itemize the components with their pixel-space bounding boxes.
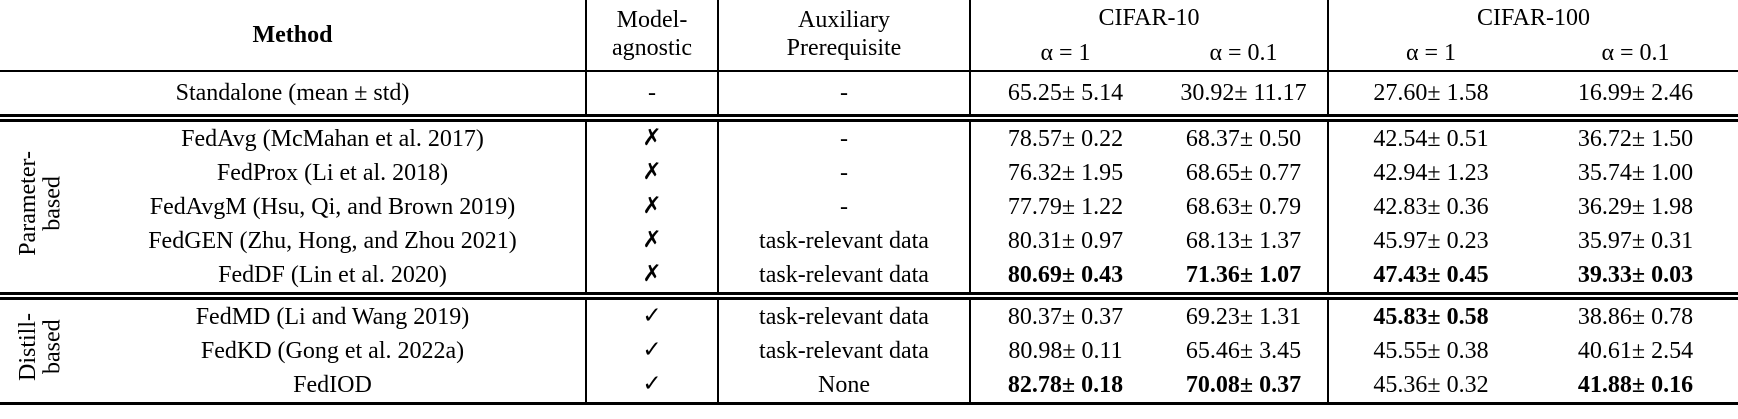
method-cell: FedGEN (Zhu, Hong, and Zhou 2021) [80, 224, 587, 258]
auxiliary-cell: - [718, 156, 971, 190]
value-cell: 78.57± 0.22 [1007, 125, 1124, 152]
model-agnostic-cell: ✗ [586, 190, 719, 224]
value-cell: 68.37± 0.50 [1160, 118, 1329, 156]
value-cell: 80.98± 0.11 [1008, 337, 1123, 364]
auxiliary-cell: task-relevant data [718, 334, 971, 368]
value-cell: 16.99± 2.46 [1533, 71, 1738, 122]
value-cell: 30.92± 11.17 [1160, 71, 1329, 122]
value-cell: 41.88± 0.16 [1533, 368, 1738, 405]
auxiliary-cell: task-relevant data [718, 296, 971, 334]
value-cell: 70.08± 0.37 [1160, 368, 1329, 405]
header-cifar100-alpha1: α = 1 [1328, 36, 1533, 72]
value-cell: 80.69± 0.43 [970, 258, 1160, 300]
model-agnostic-cell: ✗ [586, 258, 719, 300]
group-label-parameter-based: Parameter- based [0, 118, 80, 300]
group-label-distill-based: Distill- based [0, 296, 80, 405]
auxiliary-cell: - [718, 190, 971, 224]
header-cifar10-alpha01: α = 0.1 [1160, 36, 1329, 72]
table-row: FedProx (Li et al. 2018) ✗ - 76.32± 1.95… [0, 156, 1738, 190]
value-cell: 45.36± 0.32 [1328, 368, 1533, 405]
method-cell: FedMD (Li and Wang 2019) [80, 296, 587, 334]
auxiliary-cell: task-relevant data [718, 224, 971, 258]
value-cell: 38.86± 0.78 [1577, 303, 1694, 330]
value-cell: 45.55± 0.38 [1373, 337, 1489, 364]
value-cell: 71.36± 1.07 [1160, 258, 1329, 300]
method-cell: Standalone (mean ± std) [0, 71, 587, 122]
value-cell: 80.31± 0.97 [1007, 227, 1124, 254]
value-cell: 36.72± 1.50 [1577, 125, 1694, 152]
value-cell: 47.43± 0.45 [1328, 258, 1533, 300]
header-row-2: α = 1 α = 0.1 α = 1 α = 0.1 [0, 36, 1738, 72]
table-row: FedAvgM (Hsu, Qi, and Brown 2019) ✗ - 77… [0, 190, 1738, 224]
table-row: FedIOD ✓ None 82.78± 0.18 70.08± 0.37 45… [0, 368, 1738, 405]
group-label-text: Parameter- based [14, 150, 65, 256]
header-cifar10-alpha1: α = 1 [970, 36, 1160, 72]
model-agnostic-cell: ✗ [586, 224, 719, 258]
value-cell: 77.79± 1.22 [1007, 193, 1124, 220]
value-cell: 45.83± 0.58 [1373, 303, 1489, 330]
value-cell: 40.61± 2.54 [1577, 337, 1694, 364]
header-auxiliary-prerequisite: Auxiliary Prerequisite [718, 0, 971, 72]
model-agnostic-cell: ✓ [586, 368, 719, 405]
value-cell: 35.97± 0.31 [1577, 227, 1694, 254]
value-cell: 42.94± 1.23 [1373, 159, 1489, 186]
value-cell: 68.13± 1.37 [1160, 224, 1329, 258]
header-cifar100: CIFAR-100 [1477, 4, 1590, 31]
method-cell: FedAvg (McMahan et al. 2017) [80, 118, 587, 156]
method-cell: FedKD (Gong et al. 2022a) [80, 334, 587, 368]
value-cell: 36.29± 1.98 [1577, 193, 1694, 220]
method-cell: FedProx (Li et al. 2018) [80, 156, 587, 190]
header-cifar10: CIFAR-10 [970, 0, 1329, 36]
table-row: Distill- based FedMD (Li and Wang 2019) … [0, 296, 1738, 405]
table-row: FedKD (Gong et al. 2022a) ✓ task-relevan… [0, 334, 1738, 368]
table-row: FedDF (Lin et al. 2020) ✗ task-relevant … [0, 258, 1738, 300]
value-cell: 39.33± 0.03 [1533, 258, 1738, 300]
value-cell: 35.74± 1.00 [1577, 159, 1694, 186]
auxiliary-cell: - [718, 118, 971, 156]
value-cell: 27.60± 1.58 [1328, 71, 1533, 122]
method-cell: FedAvgM (Hsu, Qi, and Brown 2019) [80, 190, 587, 224]
results-table: Method Model- agnostic Auxiliary Prerequ… [0, 0, 1738, 405]
header-cifar100-alpha01: α = 0.1 [1533, 36, 1738, 72]
value-cell: 80.37± 0.37 [1007, 303, 1124, 330]
header-model-agnostic-line2: agnostic [612, 35, 692, 61]
value-cell: 68.63± 0.79 [1160, 190, 1329, 224]
table-row: FedGEN (Zhu, Hong, and Zhou 2021) ✗ task… [0, 224, 1738, 258]
auxiliary-cell: task-relevant data [718, 258, 971, 300]
auxiliary-cell: None [718, 368, 971, 405]
header-model-agnostic: Model- agnostic [586, 0, 719, 72]
header-auxiliary-line1: Auxiliary [798, 7, 890, 34]
header-model-agnostic-line1: Model- [616, 7, 688, 34]
method-cell: FedIOD [80, 368, 587, 405]
model-agnostic-cell: ✗ [586, 156, 719, 190]
value-cell: 69.23± 1.31 [1160, 296, 1329, 334]
auxiliary-cell: - [718, 71, 971, 122]
value-cell: 42.54± 0.51 [1373, 125, 1489, 152]
table-row: Parameter- based FedAvg (McMahan et al. … [0, 118, 1738, 300]
model-agnostic-cell: ✓ [586, 296, 719, 334]
value-cell: 76.32± 1.95 [1007, 159, 1124, 186]
group-label-text: Distill- based [14, 313, 65, 382]
model-agnostic-cell: ✗ [586, 118, 719, 156]
header-method: Method [0, 0, 587, 72]
value-cell: 65.46± 3.45 [1160, 334, 1329, 368]
value-cell: 45.97± 0.23 [1373, 227, 1489, 254]
row-standalone: Standalone (mean ± std) - - 65.25± 5.14 … [0, 71, 1738, 122]
model-agnostic-cell: ✓ [586, 334, 719, 368]
value-cell: 42.83± 0.36 [1373, 193, 1489, 220]
value-cell: 82.78± 0.18 [970, 368, 1160, 405]
model-agnostic-cell: - [586, 71, 719, 122]
value-cell: 68.65± 0.77 [1160, 156, 1329, 190]
method-cell: FedDF (Lin et al. 2020) [80, 258, 587, 300]
header-auxiliary-line2: Prerequisite [786, 35, 902, 61]
value-cell: 65.25± 5.14 [970, 71, 1160, 122]
header-row-1: Method Model- agnostic Auxiliary Prerequ… [0, 0, 1738, 72]
